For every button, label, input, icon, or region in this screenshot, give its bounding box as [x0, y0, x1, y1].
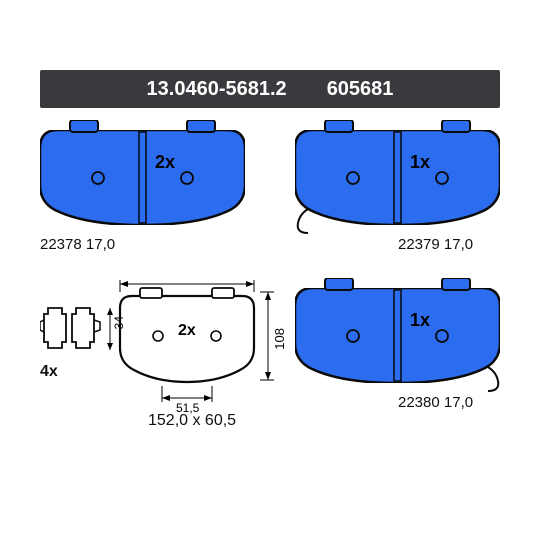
pad-tl-label: 22378 17,0 — [40, 236, 115, 253]
pad-tr-label: 22379 17,0 — [398, 236, 473, 253]
clips-set: 34 — [40, 300, 104, 370]
dim-height: 108 — [272, 328, 287, 350]
pad-bottom-right: 1x — [295, 288, 500, 383]
diagram-canvas: 13.0460-5681.2 605681 2x 22378 17,0 — [0, 0, 540, 540]
clips-qty: 4x — [40, 363, 58, 381]
pad-tr-qty: 1x — [410, 152, 430, 173]
pad-bottom-center: 2x 108 51,5 — [110, 278, 280, 408]
pad-tl-qty: 2x — [155, 152, 175, 173]
pad-bc-dim: 152,0 x 60,5 — [148, 412, 236, 430]
pad-bc-qty: 2x — [178, 322, 196, 340]
pad-br-label: 22380 17,0 — [398, 394, 473, 411]
pad-br-qty: 1x — [410, 310, 430, 331]
part-number: 13.0460-5681.2 — [147, 78, 287, 101]
header-bar: 13.0460-5681.2 605681 — [40, 70, 500, 108]
clips-height: 34 — [112, 316, 126, 329]
part-code: 605681 — [327, 78, 394, 101]
pad-top-left: 2x — [40, 130, 245, 225]
pad-top-right: 1x — [295, 130, 500, 225]
